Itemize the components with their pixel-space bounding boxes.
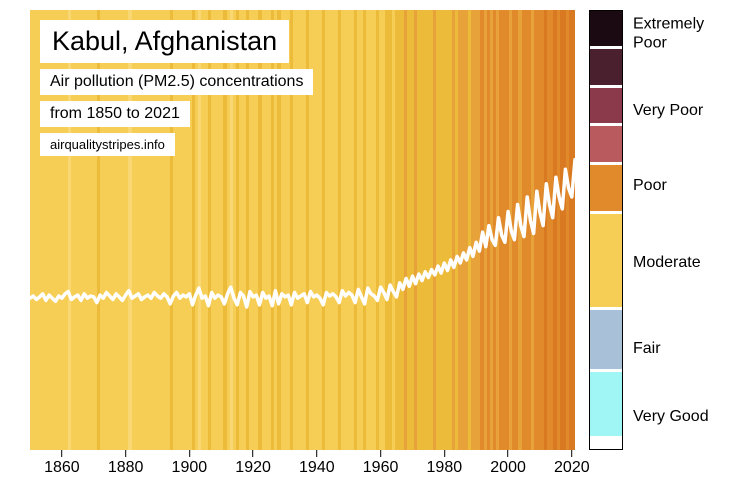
x-axis: 186018801900192019401960198020002020: [30, 450, 575, 490]
x-tick-label: 1900: [172, 459, 208, 477]
x-tick-label: 1920: [235, 459, 271, 477]
legend-segment: [590, 310, 622, 368]
chart-source: airqualitystripes.info: [40, 133, 175, 156]
x-tick-label: 2020: [554, 459, 590, 477]
x-tick: 1960: [363, 450, 399, 477]
x-tick: 1860: [44, 450, 80, 477]
x-tick-label: 1880: [108, 459, 144, 477]
chart-range: from 1850 to 2021: [40, 101, 190, 127]
stripes-chart: Kabul, Afghanistan Air pollution (PM2.5)…: [30, 10, 575, 450]
legend-segment: [590, 49, 622, 84]
legend-labels: Extremely Poor Very Poor Poor Moderate Fair V…: [623, 10, 720, 450]
legend-label: Very Poor: [633, 102, 703, 120]
x-tick-label: 1940: [299, 459, 335, 477]
legend-label: Extremely Poor: [633, 16, 704, 53]
x-tick: 1980: [427, 450, 463, 477]
legend-segment: [590, 88, 622, 123]
legend-column: Extremely Poor Very Poor Poor Moderate Fair V…: [575, 10, 720, 450]
x-tick: 1920: [235, 450, 271, 477]
chart-column: Kabul, Afghanistan Air pollution (PM2.5)…: [30, 10, 575, 490]
x-tick: 1880: [108, 450, 144, 477]
x-tick-label: 1980: [427, 459, 463, 477]
chart-title: Kabul, Afghanistan: [40, 20, 289, 63]
tick-mark-icon: [61, 450, 62, 457]
legend-label: Fair: [633, 340, 661, 358]
x-tick: 1940: [299, 450, 335, 477]
x-tick-label: 1960: [363, 459, 399, 477]
x-tick: 2000: [490, 450, 526, 477]
tick-mark-icon: [508, 450, 509, 457]
legend-segment: [590, 11, 622, 46]
tick-mark-icon: [253, 450, 254, 457]
info-boxes: Kabul, Afghanistan Air pollution (PM2.5)…: [40, 20, 313, 162]
legend-color-bar: [589, 10, 623, 450]
legend-label: Poor: [633, 177, 667, 195]
x-tick: 2020: [554, 450, 590, 477]
x-tick: 1900: [172, 450, 208, 477]
tick-mark-icon: [189, 450, 190, 457]
legend-segment: [590, 126, 622, 161]
x-tick-label: 1860: [44, 459, 80, 477]
tick-mark-icon: [444, 450, 445, 457]
legend-segment: [590, 372, 622, 437]
chart-subtitle: Air pollution (PM2.5) concentrations: [40, 69, 313, 95]
legend-segment: [590, 214, 622, 308]
tick-mark-icon: [380, 450, 381, 457]
x-tick-label: 2000: [490, 459, 526, 477]
legend-label: Moderate: [633, 254, 701, 272]
legend-label: Very Good: [633, 408, 709, 426]
figure: Kabul, Afghanistan Air pollution (PM2.5)…: [30, 10, 720, 490]
trend-line: [30, 160, 575, 307]
tick-mark-icon: [316, 450, 317, 457]
tick-mark-icon: [125, 450, 126, 457]
tick-mark-icon: [571, 450, 572, 457]
legend-segment: [590, 165, 622, 211]
